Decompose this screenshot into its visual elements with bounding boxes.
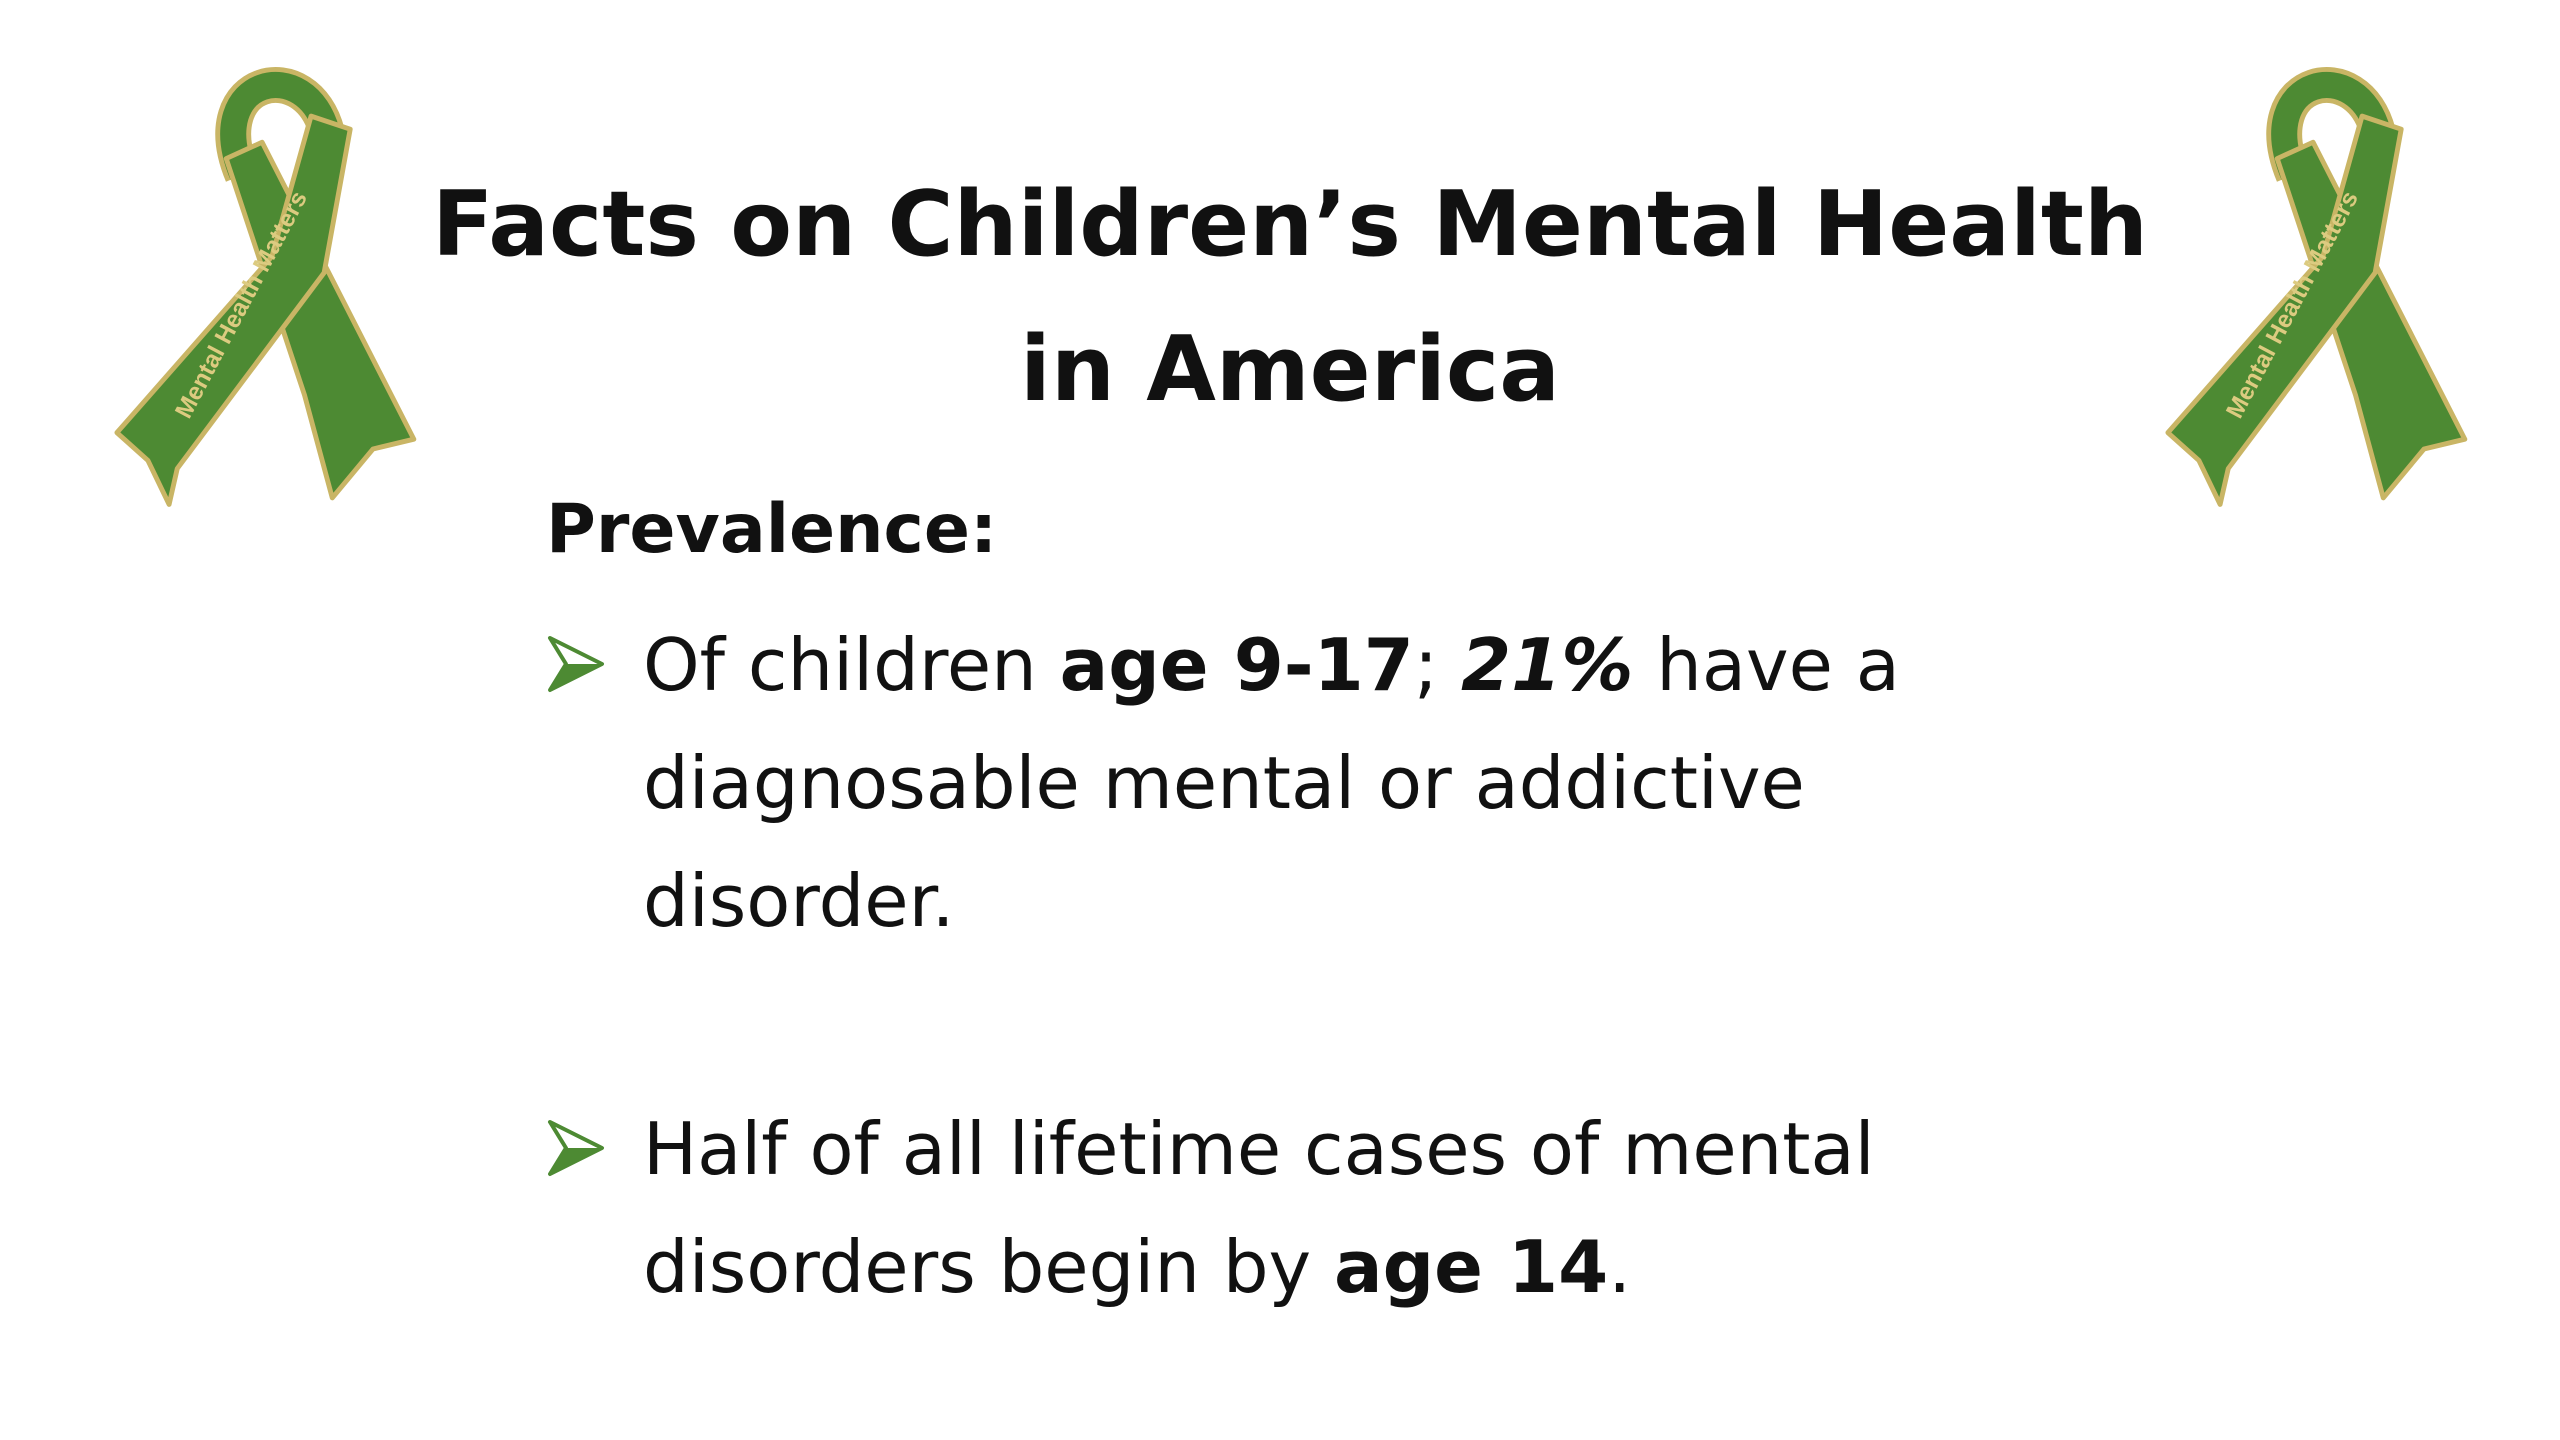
ribbon-back [2274, 139, 2468, 501]
text-run: have a [1633, 623, 1900, 707]
text-run: age 14 [1334, 1225, 1609, 1309]
text-run: disorders begin by [643, 1225, 1335, 1309]
text-line: disorder. [643, 842, 1900, 960]
ribbon-back [223, 139, 417, 501]
text-line: Of children age 9-17; 21% have a [643, 606, 1900, 724]
text-line: Half of all lifetime cases of mental [643, 1090, 1875, 1208]
text-run: Of children [643, 623, 1060, 707]
text-run: ; [1413, 623, 1462, 707]
text-line: diagnosable mental or addictive [643, 724, 1900, 842]
bullet-arrow [548, 1120, 604, 1176]
bullet-lines: Of children age 9-17; 21% have a diagnosa… [643, 606, 1900, 960]
ribbon-front [114, 113, 353, 507]
title-line: Facts on Children’s Mental Health [432, 172, 2148, 277]
text-run: . [1608, 1225, 1632, 1309]
heading: Prevalence: [546, 490, 998, 569]
text-run: diagnosable mental or addictive [643, 741, 1805, 825]
ribbon-loop [2271, 72, 2392, 180]
bullet: Half of all lifetime cases of mental diso… [546, 1090, 1875, 1326]
ribbon-icon: Mental Health Matters [114, 67, 417, 507]
text-run: 21% [1461, 623, 1634, 707]
ribbon-loop [220, 72, 341, 180]
ribbon-icon: Mental Health Matters [2165, 67, 2468, 507]
bullet-lines: Half of all lifetime cases of mental diso… [643, 1090, 1875, 1326]
bullet: Of children age 9-17; 21% have a diagnosa… [546, 606, 1900, 960]
text-run: age 9-17 [1059, 623, 1414, 707]
arrow-shade [550, 1148, 602, 1174]
title: Facts on Children’s Mental Health in Ame… [0, 152, 2560, 442]
bullet-arrow [548, 636, 604, 692]
text-run: Half of all lifetime cases of mental [643, 1107, 1875, 1191]
text-line: disorders begin by age 14. [643, 1208, 1875, 1326]
ribbon-front [2165, 113, 2404, 507]
text-run: disorder. [643, 859, 955, 943]
title-line: in America [1019, 317, 1561, 422]
arrow-shade [550, 664, 602, 690]
